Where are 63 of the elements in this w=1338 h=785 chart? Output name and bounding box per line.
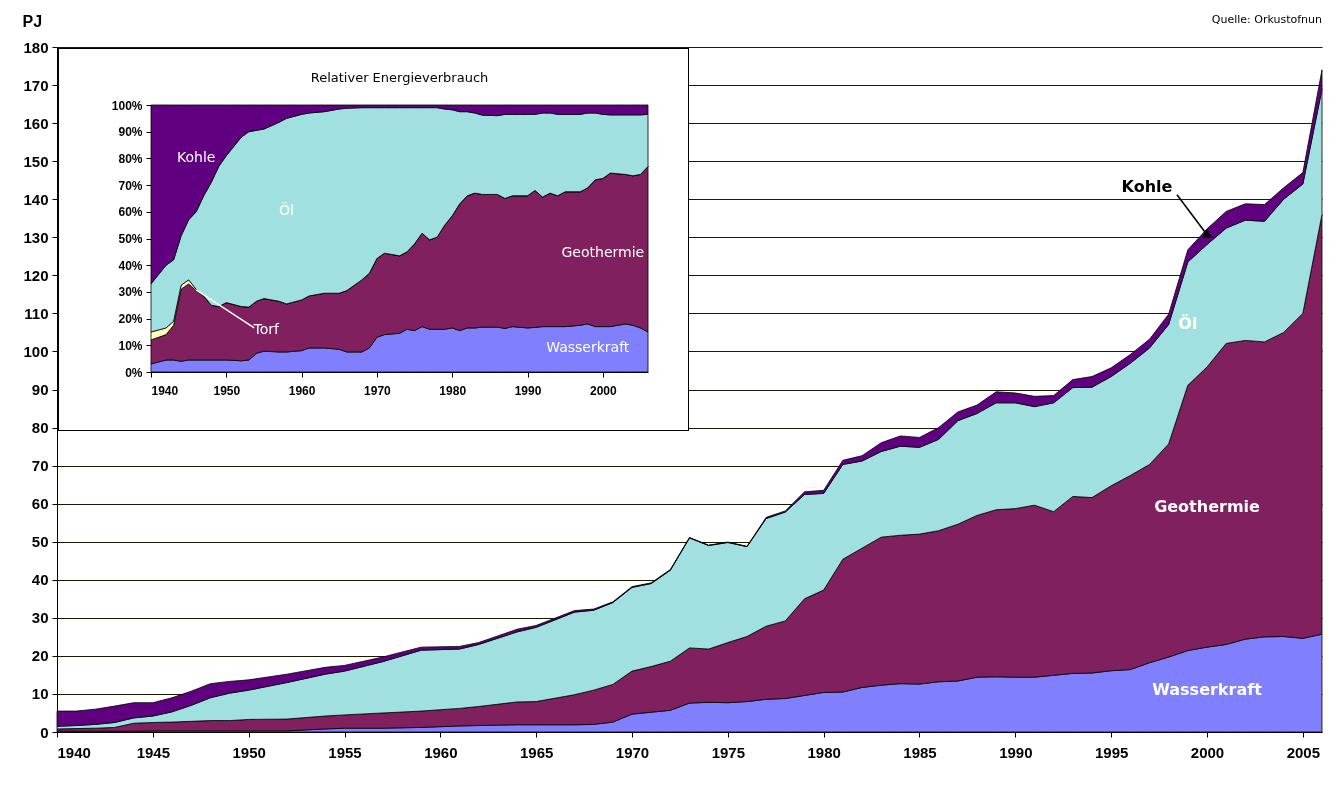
y-tick-label: 180 [23, 38, 49, 56]
x-tick-label: 1985 [903, 743, 937, 761]
y-tick-label: 0 [40, 723, 49, 741]
x-tick-label: 1990 [514, 383, 542, 398]
y-tick-label: 30 [31, 609, 49, 627]
x-tick-label: 1995 [1094, 743, 1129, 761]
y-tick-label: 10% [118, 338, 143, 353]
y-tick-label: 30% [118, 285, 143, 300]
x-tick-label: 1945 [136, 743, 171, 761]
y-tick-label: 100% [111, 98, 143, 113]
source-note: Quelle: Orkustofnun [1211, 13, 1323, 26]
x-tick-label: 1955 [328, 743, 362, 761]
series-label: Geothermie [1154, 497, 1261, 517]
x-tick-label: 1975 [711, 743, 746, 761]
x-tick-label: 1940 [151, 383, 179, 398]
y-tick-label: 20% [118, 312, 143, 327]
x-tick-label: 1990 [999, 743, 1033, 761]
text: Kohle [1121, 176, 1173, 196]
x-tick-label: 1980 [439, 383, 467, 398]
x-tick-label: 2000 [1190, 743, 1225, 761]
y-tick-label: 40 [31, 571, 49, 589]
x-tick-label: 1950 [232, 743, 266, 761]
x-tick-label: 1940 [57, 743, 91, 761]
series-label: Öl [279, 201, 295, 219]
x-tick-label: 1970 [615, 743, 650, 761]
series-label: Wasserkraft [546, 338, 630, 355]
y-tick-label: 80% [118, 151, 143, 166]
chart-title: Relativer Energieverbrauch [310, 70, 489, 85]
series-label: Wasserkraft [1152, 679, 1263, 699]
series-label: Geothermie [561, 243, 645, 260]
x-tick-label: 2005 [1286, 743, 1321, 761]
y-tick-label: 150 [23, 152, 49, 170]
y-tick-label: 90% [118, 125, 143, 140]
y-tick-label: 20 [31, 647, 49, 665]
y-tick-label: 60 [31, 495, 49, 513]
y-tick-label: 50% [118, 232, 143, 246]
y-tick-label: 130 [23, 228, 49, 246]
y-tick-label: 120 [23, 266, 49, 284]
y-tick-label: 90 [31, 381, 49, 398]
x-tick-label: 1960 [424, 743, 458, 761]
y-tick-label: 80 [31, 419, 49, 437]
series-label: Kohle [176, 149, 216, 166]
y-tick-label: 70% [118, 178, 143, 193]
y-tick-label: 50 [31, 533, 49, 551]
y-tick-label: 140 [23, 190, 49, 208]
y-tick-label: 40% [118, 258, 143, 273]
x-tick-label: 1970 [364, 383, 392, 398]
y-axis-title: PJ [22, 12, 43, 30]
y-tick-label: 170 [23, 76, 49, 94]
x-tick-label: 1965 [519, 743, 554, 761]
y-tick-label: 60% [118, 205, 143, 220]
y-tick-label: 100 [23, 342, 49, 360]
y-tick-label: 0% [125, 365, 143, 380]
x-tick-label: 2000 [589, 383, 617, 398]
series-label: Öl [1178, 313, 1198, 333]
series-label: Torf [252, 320, 280, 337]
y-tick-label: 70 [31, 457, 49, 475]
y-tick-label: 10 [31, 685, 49, 703]
x-tick-label: 1960 [288, 383, 316, 398]
x-tick-label: 1980 [807, 743, 841, 761]
y-tick-label: 110 [24, 304, 49, 322]
x-tick-label: 1950 [213, 383, 241, 398]
y-tick-label: 160 [23, 114, 49, 132]
